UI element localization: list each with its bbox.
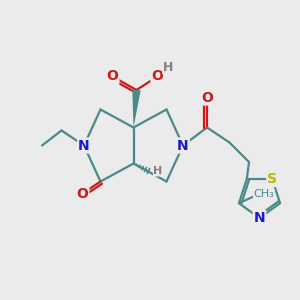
Text: H: H bbox=[154, 166, 163, 176]
Text: N: N bbox=[254, 211, 265, 225]
Text: N: N bbox=[177, 139, 189, 152]
Text: H: H bbox=[163, 61, 173, 74]
Polygon shape bbox=[132, 90, 141, 128]
Text: O: O bbox=[106, 70, 119, 83]
Text: O: O bbox=[76, 187, 88, 200]
Text: N: N bbox=[78, 139, 90, 152]
Text: O: O bbox=[152, 70, 164, 83]
Text: CH₃: CH₃ bbox=[254, 189, 274, 199]
Text: S: S bbox=[267, 172, 277, 186]
Text: O: O bbox=[201, 91, 213, 104]
